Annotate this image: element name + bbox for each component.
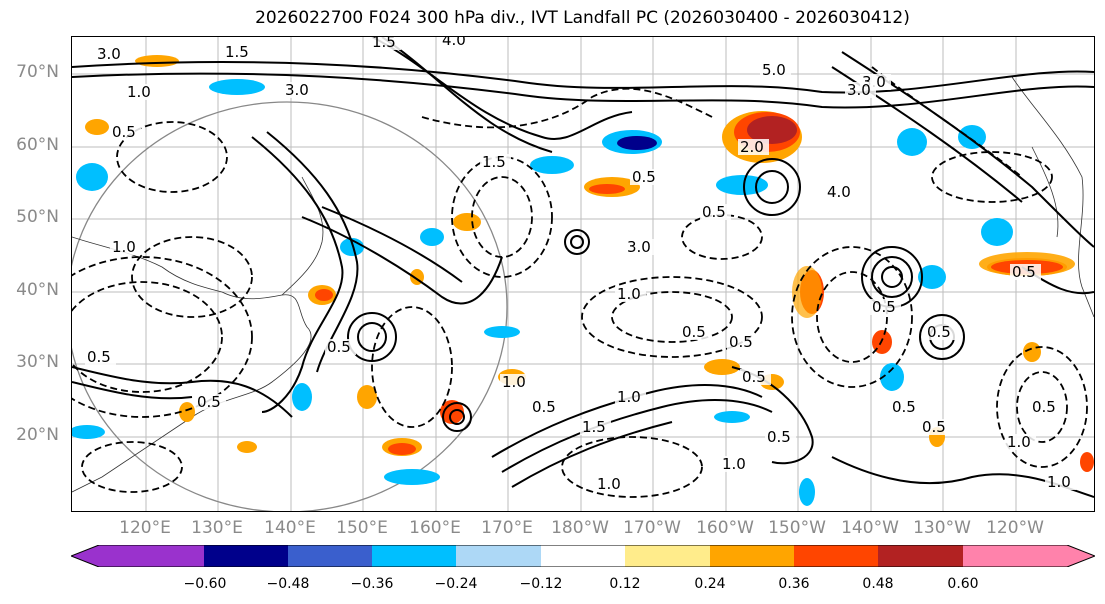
map-title: 2026022700 F024 300 hPa div., IVT Landfa… bbox=[255, 8, 910, 28]
solid-contours bbox=[72, 37, 1094, 498]
lat-label-70n: 70°N bbox=[16, 62, 59, 82]
lat-label-20n: 20°N bbox=[16, 425, 59, 445]
colorbar-tick: −0.36 bbox=[350, 576, 394, 592]
lat-label-60n: 60°N bbox=[16, 135, 59, 155]
lon-label-140w: 140°W bbox=[841, 518, 899, 538]
colorbar-segment bbox=[710, 545, 794, 567]
map-panel[interactable]: 3.0 1.5 3.0 1.5 3.0 1.0 0.5 4.0 5.0 3.0 1.5 0.5 1.0 2… bbox=[71, 36, 1095, 512]
lon-label-180w: 180°W bbox=[551, 518, 609, 538]
colorbar-tick: 0.36 bbox=[778, 576, 810, 592]
colorbar-tick: −0.12 bbox=[519, 576, 563, 592]
lon-label-140e: 140°E bbox=[264, 518, 316, 538]
lon-label-150w: 150°W bbox=[768, 518, 826, 538]
colorbar-segment bbox=[372, 545, 456, 567]
colorbar-tick: 0.48 bbox=[862, 576, 894, 592]
colorbar-tick: 0.60 bbox=[947, 576, 979, 592]
lat-label-30n: 30°N bbox=[16, 352, 59, 372]
colorbar-segment bbox=[288, 545, 372, 567]
lon-label-160w: 160°W bbox=[696, 518, 754, 538]
colorbar-segment bbox=[625, 545, 710, 567]
lon-label-130e: 130°E bbox=[191, 518, 243, 538]
lon-label-120e: 120°E bbox=[119, 518, 171, 538]
colorbar-segment bbox=[541, 545, 625, 567]
colorbar-segment bbox=[204, 545, 288, 567]
colorbar bbox=[71, 545, 1095, 567]
colorbar-segment bbox=[794, 545, 878, 567]
lon-label-150e: 150°E bbox=[336, 518, 388, 538]
landfall-rings bbox=[72, 101, 508, 511]
lon-label-130w: 130°W bbox=[913, 518, 971, 538]
colorbar-tick: −0.60 bbox=[183, 576, 227, 592]
lon-label-170e: 170°E bbox=[481, 518, 533, 538]
lon-label-120w: 120°W bbox=[986, 518, 1044, 538]
lat-label-50n: 50°N bbox=[16, 207, 59, 227]
map-canvas bbox=[72, 37, 1094, 511]
colorbar-tick: 0.24 bbox=[694, 576, 726, 592]
colorbar-segment bbox=[878, 545, 963, 567]
lon-label-170w: 170°W bbox=[623, 518, 681, 538]
colorbar-segment bbox=[456, 545, 541, 567]
colorbar-segment bbox=[963, 545, 1095, 567]
lon-label-160e: 160°E bbox=[409, 518, 461, 538]
colorbar-tick: −0.24 bbox=[434, 576, 478, 592]
colorbar-tick: −0.48 bbox=[266, 576, 310, 592]
shading bbox=[72, 55, 1094, 506]
lat-label-40n: 40°N bbox=[16, 280, 59, 300]
colorbar-segment bbox=[71, 545, 204, 567]
colorbar-tick: 0.12 bbox=[609, 576, 641, 592]
